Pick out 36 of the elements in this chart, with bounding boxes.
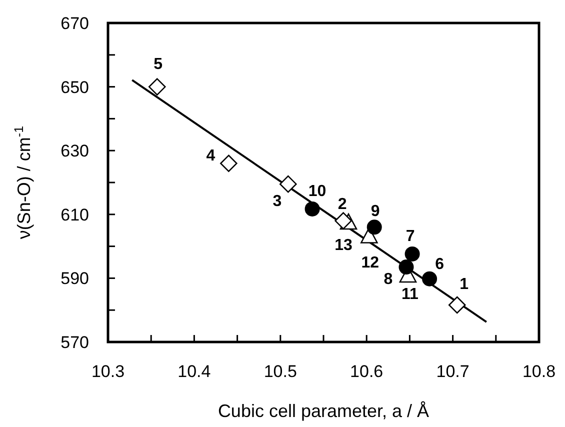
x-tick-label: 10.3 <box>91 362 125 381</box>
x-tick-label: 10.6 <box>350 362 384 381</box>
x-tick-label: 10.4 <box>178 362 211 381</box>
y-tick-label: 570 <box>60 333 89 352</box>
point <box>148 78 166 96</box>
point <box>220 154 238 172</box>
x-axis-title: Cubic cell parameter, a / Å <box>218 401 430 421</box>
annotation: 9 <box>370 203 380 220</box>
annotation: 2 <box>338 196 347 213</box>
y-tick-label: 590 <box>60 269 89 288</box>
point <box>422 271 438 286</box>
y-tick-label: 610 <box>60 205 89 224</box>
annotation: 5 <box>154 56 163 73</box>
annotation: 1 <box>460 276 469 293</box>
annotation: 7 <box>406 228 415 245</box>
point <box>398 260 414 275</box>
annotation: 11 <box>402 286 419 303</box>
point <box>366 220 382 235</box>
x-tick-label: 10.8 <box>522 362 556 381</box>
point <box>404 246 420 262</box>
y-tick-label: 670 <box>60 14 89 33</box>
point <box>448 296 466 314</box>
annotation: 4 <box>206 147 216 164</box>
y-tick-label: 650 <box>60 78 89 97</box>
annotation: 3 <box>272 193 282 210</box>
point <box>304 201 320 216</box>
point <box>334 212 352 230</box>
annotation: 12 <box>361 254 380 272</box>
annotation: 10 <box>308 182 326 200</box>
x-tick-label: 10.7 <box>436 362 470 381</box>
annotation: 6 <box>435 256 444 273</box>
y-tick-label: 630 <box>60 142 89 161</box>
annotation: 13 <box>334 237 352 254</box>
x-tick-label: 10.5 <box>264 362 297 381</box>
annotation: 8 <box>384 271 393 288</box>
point <box>280 175 297 193</box>
